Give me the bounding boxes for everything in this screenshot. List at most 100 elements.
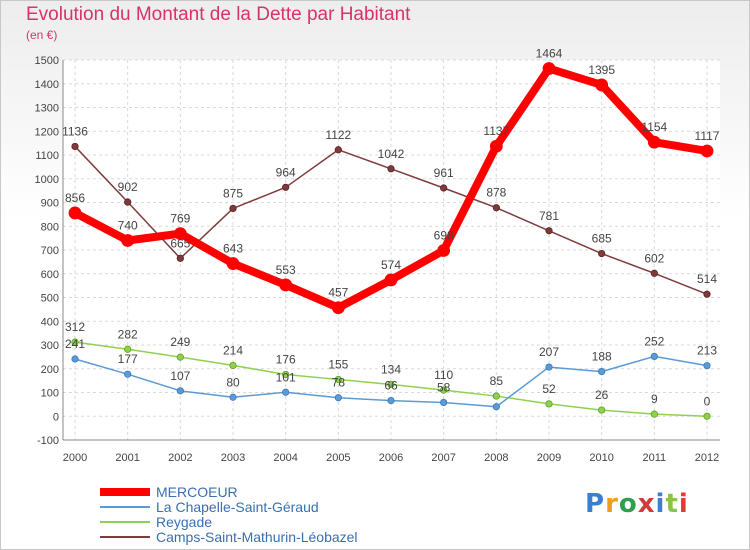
y-tick-label: 300 <box>41 340 59 352</box>
data-point <box>703 290 711 298</box>
chart-title: Evolution du Montant de la Dette par Hab… <box>26 4 411 25</box>
data-label: 52 <box>542 382 556 396</box>
data-label: 781 <box>539 209 559 223</box>
data-label: 457 <box>328 286 348 300</box>
data-point <box>545 227 553 235</box>
data-label: 1117 <box>695 129 720 143</box>
data-label: 188 <box>592 350 612 364</box>
data-label: 252 <box>644 334 664 348</box>
x-tick-label: 2005 <box>326 452 350 464</box>
data-point <box>492 204 500 212</box>
data-point <box>124 198 132 206</box>
x-tick-label: 2009 <box>537 452 561 464</box>
data-point <box>331 301 345 315</box>
y-tick-label: 1000 <box>35 174 59 186</box>
data-point <box>176 254 184 262</box>
data-label: 685 <box>592 232 612 246</box>
legend-swatch <box>100 506 150 508</box>
legend-label: MERCOEUR <box>156 484 238 500</box>
data-point <box>282 388 290 396</box>
data-point <box>387 380 395 389</box>
x-tick-label: 2010 <box>589 452 613 464</box>
data-label: 1464 <box>536 47 563 61</box>
data-label: 107 <box>170 369 190 383</box>
logo-letter: i <box>655 489 666 519</box>
data-point <box>598 367 606 376</box>
y-tick-label: 1100 <box>35 150 59 162</box>
data-point <box>545 400 553 408</box>
legend-swatch <box>100 488 150 496</box>
data-point <box>542 62 556 75</box>
y-tick-label: -100 <box>37 435 59 447</box>
data-label: 78 <box>332 376 346 390</box>
data-point <box>598 249 606 258</box>
logo-letter: r <box>605 489 619 519</box>
x-tick-label: 2004 <box>273 452 297 464</box>
data-point <box>71 142 79 151</box>
data-label: 213 <box>697 344 717 358</box>
x-tick-label: 2007 <box>431 452 455 464</box>
data-label: 643 <box>223 242 243 256</box>
y-tick-label: 200 <box>41 364 59 376</box>
legend-label: Camps-Saint-Mathurin-Léobazel <box>156 529 358 545</box>
y-tick-label: 1500 <box>35 55 59 67</box>
data-point <box>700 144 714 158</box>
data-point <box>703 362 711 370</box>
logo-letter: o <box>618 489 638 519</box>
data-point <box>595 78 609 92</box>
legend-label: La Chapelle-Saint-Géraud <box>156 499 319 515</box>
y-tick-label: 700 <box>41 245 59 257</box>
data-point <box>437 244 451 257</box>
data-label: 553 <box>276 263 296 277</box>
data-point <box>334 146 342 154</box>
data-point <box>279 278 293 292</box>
data-label: 1154 <box>641 120 667 134</box>
data-point <box>440 184 448 192</box>
y-tick-label: 1300 <box>35 103 59 115</box>
logo-letter: i <box>678 489 689 519</box>
data-label: 58 <box>437 380 451 394</box>
data-point <box>71 338 79 346</box>
data-point <box>71 355 79 363</box>
logo-letter: t <box>665 489 679 519</box>
data-point <box>124 345 132 353</box>
y-tick-label: 600 <box>41 269 59 281</box>
data-point <box>440 398 448 407</box>
data-label: 110 <box>434 368 453 382</box>
y-tick-label: 900 <box>41 198 59 210</box>
legend-label: Reygade <box>156 514 213 530</box>
data-point <box>598 406 606 414</box>
y-tick-label: 0 <box>53 411 59 423</box>
y-tick-label: 800 <box>41 221 59 233</box>
data-label: 698 <box>434 228 454 242</box>
data-point <box>650 352 658 360</box>
data-point <box>229 361 237 370</box>
data-label: 282 <box>118 327 138 341</box>
data-label: 101 <box>276 370 296 384</box>
data-label: 66 <box>384 379 398 393</box>
data-point <box>387 396 395 405</box>
data-point <box>650 410 658 418</box>
data-label: 514 <box>697 272 717 286</box>
data-label: 312 <box>65 320 85 334</box>
y-tick-label: 100 <box>41 388 59 400</box>
data-label: 856 <box>65 191 85 205</box>
x-tick-label: 2002 <box>168 452 192 464</box>
data-label: 134 <box>381 362 401 376</box>
data-point <box>489 139 503 153</box>
data-label: 574 <box>381 258 401 272</box>
legend-swatch <box>100 536 150 538</box>
x-tick-label: 2008 <box>484 452 508 464</box>
data-point <box>334 394 342 402</box>
data-point <box>121 234 135 247</box>
data-label: 155 <box>328 357 348 371</box>
data-label: 241 <box>65 337 85 351</box>
data-label: 0 <box>704 394 711 408</box>
data-point <box>173 227 187 241</box>
logo-letter: P <box>585 489 606 519</box>
y-tick-label: 500 <box>41 293 59 305</box>
data-label: 740 <box>118 219 138 233</box>
data-point <box>176 353 184 361</box>
chart-subtitle: (en €) <box>26 28 58 42</box>
data-label: 176 <box>276 352 296 366</box>
